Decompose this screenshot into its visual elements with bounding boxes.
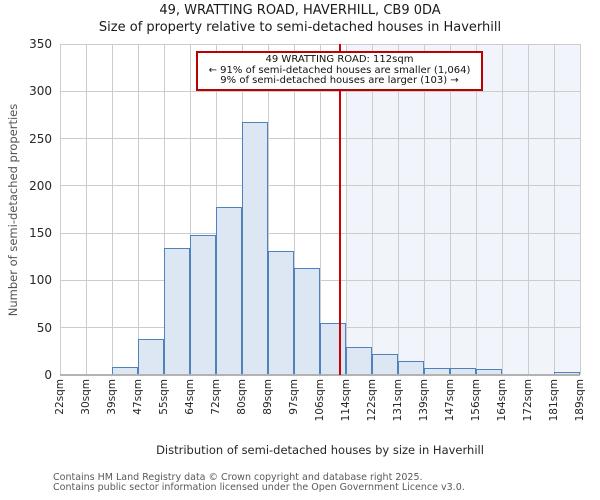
x-tick-label: 156sqm [470, 379, 482, 422]
x-tick-label: 106sqm [314, 379, 326, 422]
histogram-bar [164, 248, 190, 375]
x-tick-label: 114sqm [340, 379, 352, 422]
histogram-bar [138, 339, 164, 375]
footer-line-2: Contains public sector information licen… [53, 482, 465, 493]
x-gridline [345, 44, 347, 375]
footer-line-1: Contains HM Land Registry data © Crown c… [53, 472, 423, 483]
x-tick-label: 47sqm [132, 379, 144, 415]
x-gridline [189, 44, 191, 375]
histogram-bar [554, 372, 580, 375]
x-axis-line [60, 374, 580, 376]
x-tick-label: 64sqm [184, 379, 196, 415]
histogram-bar [320, 323, 346, 375]
x-tick-label: 147sqm [444, 379, 456, 422]
annotation-line-3: 9% of semi-detached houses are larger (1… [220, 75, 459, 86]
x-gridline [449, 44, 451, 375]
x-tick-label: 39sqm [106, 379, 118, 415]
x-gridline [293, 44, 295, 375]
x-gridline [553, 44, 555, 375]
histogram-bar [112, 366, 138, 375]
histogram-bar [190, 235, 216, 375]
x-gridline [319, 44, 321, 375]
x-tick-label: 181sqm [548, 379, 560, 422]
x-tick-label: 189sqm [574, 379, 586, 422]
annotation-box: 49 WRATTING ROAD: 112sqm ← 91% of semi-d… [196, 51, 483, 91]
histogram-bar [476, 369, 502, 375]
x-tick-label: 139sqm [418, 379, 430, 422]
y-tick-label: 0 [44, 368, 52, 382]
y-tick-label: 300 [29, 84, 52, 99]
x-gridline [371, 44, 373, 375]
chart-title: 49, WRATTING ROAD, HAVERHILL, CB9 0DA [159, 3, 441, 18]
histogram-bar [346, 346, 372, 375]
x-gridline [267, 44, 269, 375]
plot-area: 0 50 100 150 200 250 300 350 22sqm 30sqm 39sqm 47sq… [29, 37, 586, 421]
x-tick-label: 131sqm [392, 379, 404, 422]
x-axis-title: Distribution of semi-detached houses by … [156, 443, 484, 457]
annotation-line-1: 49 WRATTING ROAD: 112sqm [265, 54, 414, 65]
y-tick-label: 200 [29, 178, 52, 193]
x-gridline [579, 44, 581, 375]
histogram-bar [398, 360, 424, 375]
x-tick-label: 72sqm [210, 379, 222, 415]
histogram-bar [216, 206, 242, 375]
x-gridline [475, 44, 477, 375]
x-gridline [501, 44, 503, 375]
histogram-bar [450, 368, 476, 375]
x-gridline [59, 44, 61, 375]
x-gridline [397, 44, 399, 375]
property-size-marker-line [338, 44, 341, 375]
footer-attribution: Contains HM Land Registry data © Crown c… [53, 473, 465, 493]
histogram-bar [294, 268, 320, 375]
x-gridline [111, 44, 113, 375]
larger-properties-shade-region [346, 44, 580, 375]
x-tick-label: 122sqm [366, 379, 378, 422]
x-tick-label: 89sqm [262, 379, 274, 415]
x-tick-label: 172sqm [522, 379, 534, 422]
histogram-bar [372, 354, 398, 375]
x-tick-label: 164sqm [496, 379, 508, 422]
histogram-bar [424, 368, 450, 375]
annotation-line-2: ← 91% of semi-detached houses are smalle… [208, 64, 471, 76]
chart-subtitle: Size of property relative to semi-detach… [98, 20, 502, 35]
x-gridline [137, 44, 139, 375]
x-tick-label: 80sqm [236, 379, 248, 415]
x-gridline [163, 44, 165, 375]
histogram-bar [268, 251, 294, 375]
y-tick-label: 150 [29, 226, 52, 241]
x-tick-label: 97sqm [288, 379, 300, 415]
x-gridline [85, 44, 87, 375]
x-gridline [527, 44, 529, 375]
x-gridline [423, 44, 425, 375]
x-tick-label: 30sqm [80, 379, 92, 415]
y-tick-label: 250 [29, 131, 52, 146]
x-tick-label: 22sqm [54, 379, 66, 415]
x-tick-label: 55sqm [158, 379, 170, 415]
histogram-bar [242, 121, 268, 375]
y-tick-label: 50 [36, 320, 52, 335]
y-tick-label: 350 [29, 37, 52, 51]
y-tick-label: 100 [29, 273, 52, 288]
